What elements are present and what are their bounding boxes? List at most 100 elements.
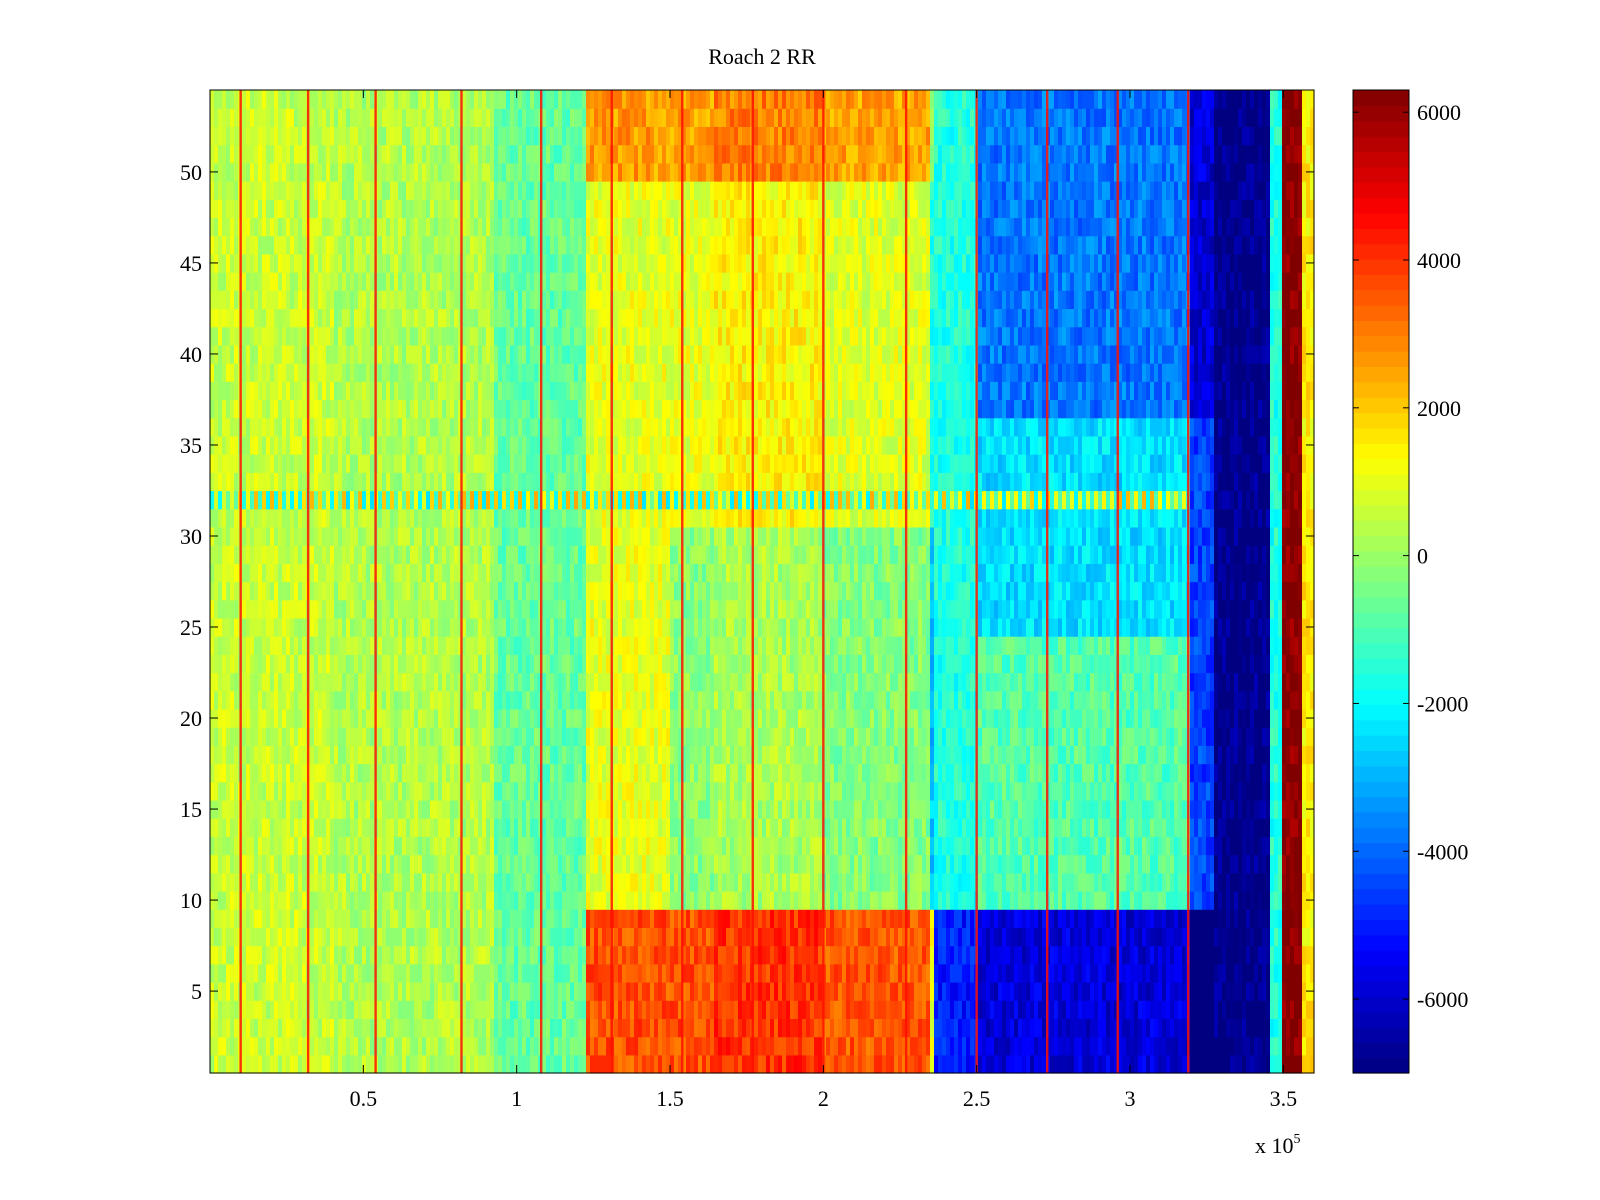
heatmap-cell	[418, 872, 423, 892]
heatmap-cell	[1022, 1054, 1027, 1074]
heatmap-cell	[946, 818, 951, 837]
heatmap-cell	[678, 1000, 683, 1019]
heatmap-cell	[770, 745, 775, 765]
heatmap-cell	[1050, 981, 1055, 1001]
heatmap-cell	[986, 799, 991, 819]
heatmap-cell	[566, 763, 571, 783]
heatmap-cell	[294, 799, 299, 819]
heatmap-cell	[226, 1000, 231, 1019]
heatmap-cell	[1274, 1036, 1279, 1056]
heatmap-cell	[250, 1036, 255, 1056]
heatmap-cell	[1022, 1036, 1027, 1056]
heatmap-cell	[1254, 890, 1259, 910]
heatmap-cell	[1090, 981, 1095, 1001]
heatmap-cell	[554, 890, 559, 910]
heatmap-cell	[638, 781, 643, 801]
heatmap-cell	[282, 872, 287, 892]
heatmap-cell	[506, 872, 511, 892]
heatmap-cell	[918, 909, 923, 928]
heatmap-cell	[878, 781, 883, 801]
heatmap-cell	[1074, 745, 1079, 765]
heatmap-cell	[550, 927, 555, 947]
heatmap-cell	[386, 1000, 391, 1019]
heatmap-cell	[1230, 945, 1235, 965]
heatmap-cell	[1166, 927, 1171, 947]
heatmap-cell	[1142, 1018, 1147, 1038]
heatmap-cell	[1158, 1054, 1163, 1074]
heatmap-cell	[1074, 854, 1079, 874]
heatmap-cell	[714, 927, 719, 947]
heatmap-cell	[466, 1018, 471, 1038]
heatmap-cell	[486, 763, 491, 783]
heatmap-cell	[830, 781, 835, 801]
heatmap-cell	[794, 1036, 799, 1056]
heatmap-cell	[230, 1054, 235, 1074]
heatmap-cell	[530, 799, 535, 819]
heatmap-cell	[1126, 854, 1131, 874]
heatmap-cell	[558, 1036, 563, 1056]
heatmap-cell	[518, 854, 523, 874]
heatmap-cell	[1042, 909, 1047, 928]
heatmap-cell	[962, 763, 967, 783]
heatmap-cell	[1174, 818, 1179, 837]
heatmap-cell	[1194, 763, 1199, 783]
heatmap-cell	[1062, 763, 1067, 783]
heatmap-cell	[482, 1054, 487, 1074]
heatmap-cell	[850, 1036, 855, 1056]
heatmap-cell	[1282, 872, 1287, 892]
heatmap-cell	[1054, 872, 1059, 892]
heatmap-cell	[294, 1018, 299, 1038]
heatmap-cell	[1178, 1018, 1183, 1038]
heatmap-cell	[214, 854, 219, 874]
heatmap-cell	[1190, 781, 1195, 801]
heatmap-cell	[930, 836, 935, 856]
heatmap-cell	[1094, 909, 1099, 928]
heatmap-cell	[530, 1054, 535, 1074]
heatmap-cell	[786, 854, 791, 874]
heatmap-cell	[698, 927, 703, 947]
heatmap-cell	[1090, 909, 1095, 928]
heatmap-cell	[1154, 1000, 1159, 1019]
heatmap-cell	[826, 963, 831, 983]
heatmap-cell	[790, 945, 795, 965]
heatmap-cell	[1246, 945, 1251, 965]
heatmap-cell	[1254, 763, 1259, 783]
heatmap-cell	[354, 1036, 359, 1056]
heatmap-cell	[274, 909, 279, 928]
heatmap-cell	[342, 763, 347, 783]
heatmap-cell	[1302, 981, 1307, 1001]
heatmap-cell	[1246, 818, 1251, 837]
heatmap-cell	[222, 1000, 227, 1019]
heatmap-cell	[342, 1054, 347, 1074]
heatmap-cell	[786, 781, 791, 801]
heatmap-cell	[902, 1054, 907, 1074]
heatmap-cell	[582, 945, 587, 965]
heatmap-cell	[674, 981, 679, 1001]
heatmap-cell	[282, 727, 287, 746]
heatmap-cell	[602, 872, 607, 892]
heatmap-cell	[402, 945, 407, 965]
heatmap-cell	[1058, 927, 1063, 947]
heatmap-cell	[582, 981, 587, 1001]
heatmap-cell	[698, 818, 703, 837]
heatmap-cell	[966, 927, 971, 947]
heatmap-cell	[650, 799, 655, 819]
heatmap-cell	[718, 745, 723, 765]
heatmap-cell	[1070, 836, 1075, 856]
heatmap-cell	[1246, 981, 1251, 1001]
heatmap-cell	[1154, 1054, 1159, 1074]
heatmap-cell	[278, 872, 283, 892]
heatmap-cell	[330, 981, 335, 1001]
heatmap-cell	[1110, 872, 1115, 892]
heatmap-cell	[902, 836, 907, 856]
heatmap-cell	[1238, 836, 1243, 856]
heatmap-cell	[1114, 745, 1119, 765]
heatmap-cell	[1290, 963, 1295, 983]
heatmap-cell	[1050, 1054, 1055, 1074]
heatmap-cell	[934, 781, 939, 801]
heatmap-cell	[926, 1000, 931, 1019]
heatmap-cell	[990, 1000, 995, 1019]
heatmap-cell	[454, 981, 459, 1001]
heatmap-cell	[462, 854, 467, 874]
heatmap-cell	[838, 763, 843, 783]
